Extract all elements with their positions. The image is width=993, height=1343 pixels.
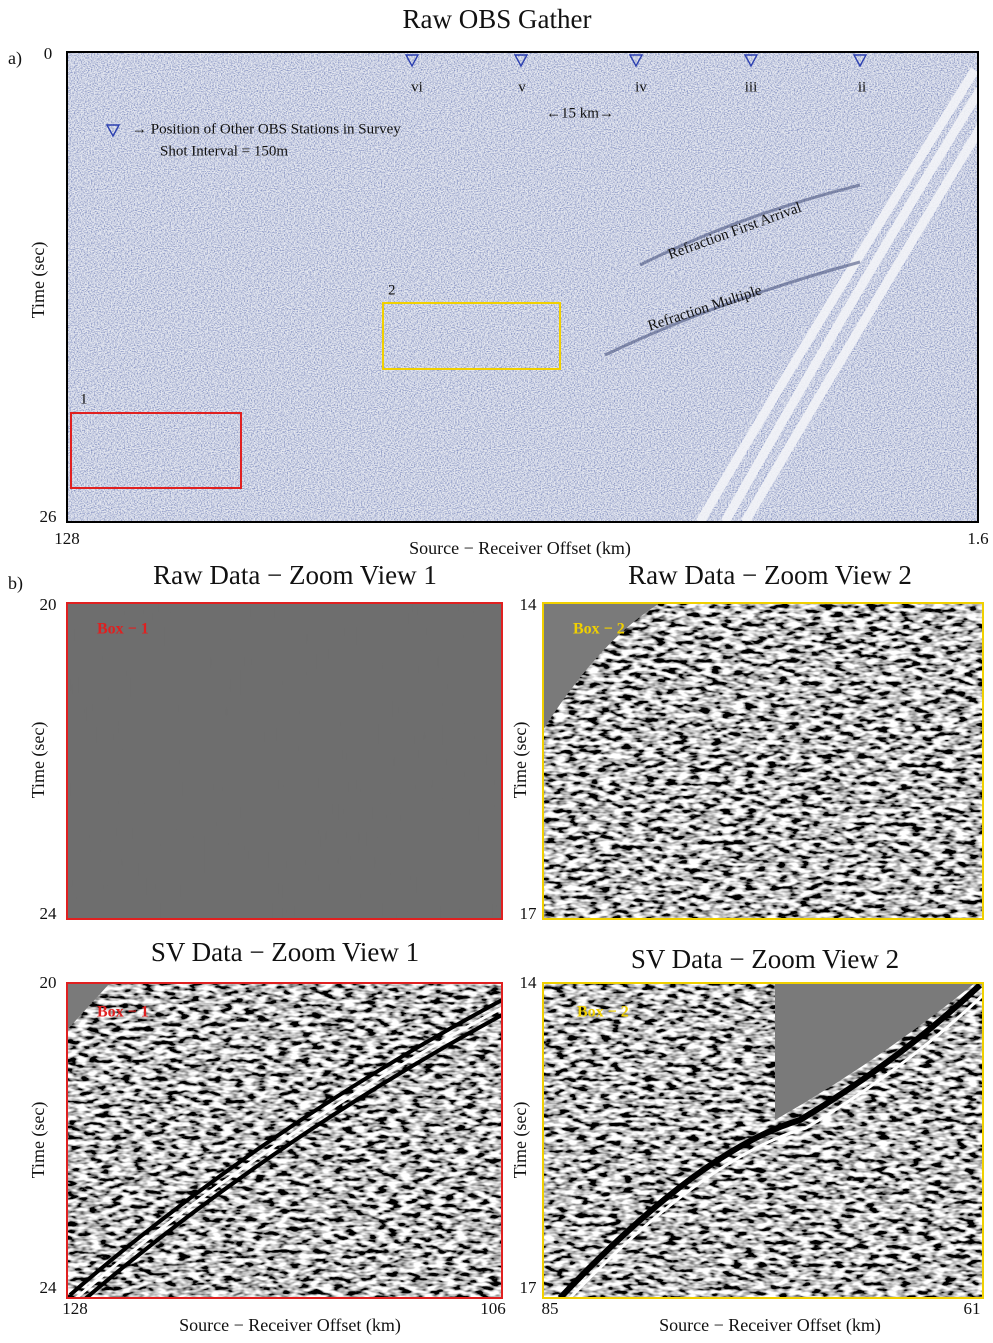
y-axis-label: Time (sec) [28,722,49,799]
y-tick-label: 24 [40,904,58,923]
zoom-image [543,983,983,1302]
view-title: Raw Data − Zoom View 2 [628,560,912,590]
y-axis-label: Time (sec) [28,242,49,319]
legend-text: Shot Interval = 150m [160,143,288,159]
station-label: iv [635,79,647,95]
panel-title: Raw OBS Gather [403,4,592,34]
box-label: 2 [388,282,396,298]
panel-label: a) [8,48,22,69]
y-tick-label: 0 [44,44,53,63]
station-label: vi [411,79,423,95]
zoom-image [67,983,502,1305]
x-tick-label: 61 [964,1299,981,1318]
x-tick-label: 128 [54,529,80,548]
legend-text: → Position of Other OBS Stations in Surv… [132,121,401,137]
box-label: Box − 1 [97,1004,149,1021]
y-axis-label: Time (sec) [510,722,531,799]
y-tick-label: 17 [520,1278,538,1297]
view-title: SV Data − Zoom View 2 [631,944,899,974]
zoom-image [67,603,502,919]
box-label: 1 [80,391,88,407]
view-title: SV Data − Zoom View 1 [151,937,419,967]
station-label: v [518,79,526,95]
y-tick-label: 17 [520,904,538,923]
figure: Raw OBS Gather a) 0 26 128 1.6 Source − … [0,0,993,1338]
y-axis-label: Time (sec) [28,1102,49,1179]
x-tick-label: 1.6 [967,529,988,548]
box-label: Box − 1 [97,621,149,638]
x-axis-label: Source − Receiver Offset (km) [409,538,631,559]
box-label: Box − 2 [577,1004,629,1021]
x-tick-label: 106 [480,1299,506,1318]
y-tick-label: 20 [40,595,57,614]
y-tick-label: 20 [40,973,57,992]
x-tick-label: 85 [542,1299,559,1318]
x-axis-label: Source − Receiver Offset (km) [659,1315,881,1336]
y-axis-label: Time (sec) [510,1102,531,1179]
y-tick-label: 14 [520,595,538,614]
y-tick-label: 14 [520,973,538,992]
scale-label: ←15 km→ [546,105,614,121]
station-label: iii [745,79,758,95]
box-label: Box − 2 [573,621,625,638]
y-tick-label: 26 [40,507,57,526]
x-tick-label: 128 [62,1299,88,1318]
panel-label: b) [8,573,23,594]
y-tick-label: 24 [40,1278,58,1297]
view-title: Raw Data − Zoom View 1 [153,560,437,590]
x-axis-label: Source − Receiver Offset (km) [179,1315,401,1336]
zoom-image [543,603,983,919]
station-label: ii [858,79,866,95]
